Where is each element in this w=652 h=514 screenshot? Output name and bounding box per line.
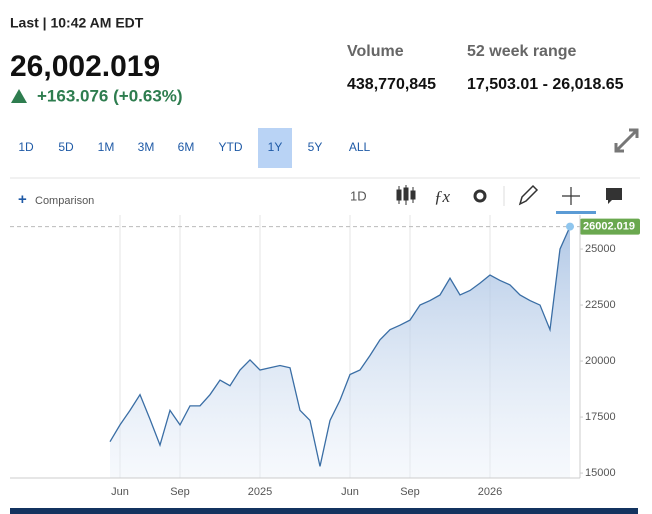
stat-label: 52 week range — [467, 43, 577, 60]
comparison[interactable]: Comparison — [35, 195, 94, 207]
stat-value: 17,503.01 - 26,018.65 — [467, 76, 624, 93]
candle-icon[interactable] — [396, 185, 416, 205]
draw-icon[interactable] — [518, 184, 539, 206]
interval[interactable]: 1D — [350, 188, 367, 203]
bottom-bar — [10, 508, 638, 514]
price-line — [109, 226, 571, 467]
area — [110, 226, 570, 478]
stat-value: 438,770,845 — [347, 76, 436, 93]
plot: Jun Sep 2025 Jun Sep 2026 15000 17500 20000 22500… — [10, 215, 640, 498]
range-button[interactable]: 3M — [138, 140, 155, 154]
price: 26,002.019 — [10, 50, 160, 83]
range-button[interactable]: ALL — [349, 140, 371, 154]
active-tool — [556, 211, 596, 214]
plus[interactable]: + — [18, 191, 27, 208]
last-value-badge — [580, 218, 640, 235]
settings-icon[interactable] — [473, 189, 487, 203]
y-tick-label: 15000 — [585, 467, 616, 479]
range-button[interactable]: 5Y — [308, 140, 323, 154]
up-arrow — [11, 89, 27, 103]
x-tick-label: 2026 — [478, 486, 502, 498]
comment-icon[interactable] — [606, 188, 622, 204]
stat-label: Volume — [347, 43, 404, 60]
range-bar: 1D 5D 1M 3M 6M YTD 1Y 5Y ALL — [18, 128, 370, 168]
range-button[interactable]: 1M — [98, 140, 115, 154]
y-tick-label: 20000 — [585, 355, 616, 367]
expand-icon[interactable] — [614, 128, 639, 153]
x-tick-label: Sep — [400, 486, 420, 498]
x-tick-label: Jun — [341, 486, 359, 498]
x-tick-label: 2025 — [248, 486, 272, 498]
crosshair-icon[interactable] — [562, 187, 580, 205]
y-tick-label: 17500 — [585, 411, 616, 423]
range-button[interactable]: 5D — [58, 140, 74, 154]
range-button[interactable]: 1D — [18, 140, 34, 154]
fx-icon[interactable]: ƒx — [434, 187, 451, 206]
x-tick-label: Sep — [170, 486, 190, 498]
y-tick-label: 25000 — [585, 243, 616, 255]
change: +163.076 (+0.63%) — [37, 86, 183, 105]
last-point — [566, 222, 574, 231]
status: Last | 10:42 AM EDT — [10, 15, 144, 31]
range-button[interactable]: 6M — [178, 140, 195, 154]
x-tick-label: Jun — [111, 486, 129, 498]
range-button[interactable]: 1Y — [268, 140, 283, 154]
last-value-label: 26002.019 — [583, 221, 635, 233]
range-active — [258, 128, 292, 168]
y-tick-label: 22500 — [585, 299, 616, 311]
range-button[interactable]: YTD — [219, 140, 243, 154]
